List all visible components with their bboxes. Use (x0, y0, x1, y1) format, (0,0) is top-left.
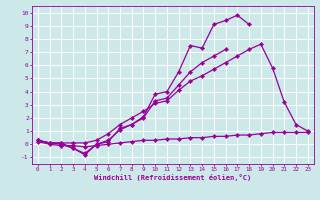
X-axis label: Windchill (Refroidissement éolien,°C): Windchill (Refroidissement éolien,°C) (94, 174, 252, 181)
